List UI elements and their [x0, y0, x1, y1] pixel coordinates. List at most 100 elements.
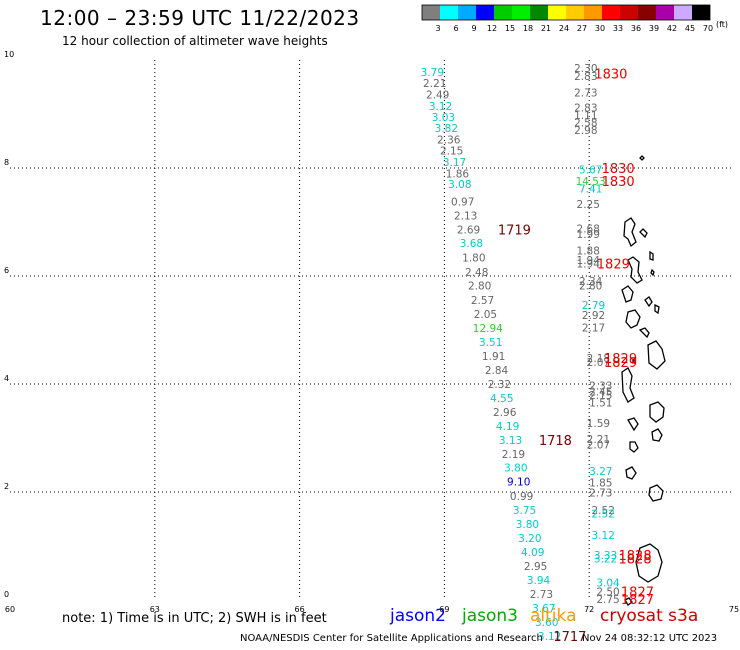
satellite-jason3-label: jason3 — [462, 606, 518, 626]
color-scale-label: 18 — [523, 24, 533, 33]
wave-height-label: 4.19 — [496, 421, 519, 433]
y-tick-label: 2 — [4, 482, 9, 491]
footer-credit: NOAA/NESDIS Center for Satellite Applica… — [240, 633, 543, 644]
wave-height-label: 3.60 — [535, 617, 558, 629]
wave-height-label: 1.86 — [446, 168, 470, 180]
coastline-island — [627, 417, 639, 432]
wave-height-label: 3.17 — [443, 157, 466, 169]
satellite-jason2-label: jason2 — [390, 606, 446, 626]
wave-height-label: 1.94 — [577, 255, 601, 267]
wave-height-label: 2.69 — [457, 225, 480, 237]
wave-height-label: 2.32 — [488, 379, 511, 391]
coastline-island — [649, 250, 654, 261]
wave-height-label: 5.67 — [579, 165, 602, 177]
wave-height-label: 3.33 — [594, 550, 617, 562]
wave-height-label: 2.45 — [589, 387, 612, 399]
wave-height-label: 1.94 — [577, 259, 601, 271]
wave-height-label: 2.19 — [502, 449, 525, 461]
color-scale-label: 12 — [487, 24, 497, 33]
color-scale-swatch — [494, 5, 512, 20]
wave-height-label: 1.88 — [577, 246, 600, 258]
y-tick-label: 10 — [4, 50, 14, 59]
y-tick-label: 6 — [4, 266, 9, 275]
coastline-island — [654, 303, 660, 315]
wave-height-label: 2.84 — [485, 365, 509, 377]
wave-height-label: 2.80 — [579, 281, 602, 293]
x-tick-label: 69 — [439, 605, 449, 614]
wave-height-label: 4.09 — [521, 547, 544, 559]
coastline-island — [644, 296, 653, 308]
color-scale-swatch — [602, 5, 620, 20]
color-scale-swatch — [692, 5, 710, 20]
color-scale-swatch — [584, 5, 602, 20]
wave-height-label: 2.52 — [592, 505, 615, 517]
wave-height-label: 3.12 — [538, 631, 561, 643]
satellite-altika-label: altika — [530, 606, 577, 626]
coastline-island — [651, 428, 663, 442]
y-tick-label: 4 — [4, 374, 9, 383]
coastline-island — [621, 367, 635, 403]
wave-height-label: 1.11 — [574, 110, 597, 122]
time-label: 1719 — [498, 224, 531, 239]
coastline-island — [649, 401, 665, 423]
coastline-island — [632, 359, 636, 364]
wave-height-label: 2.30 — [574, 63, 597, 75]
color-scale-swatch — [638, 5, 656, 20]
wave-height-label: 2.07 — [587, 357, 610, 369]
color-scale-swatch — [674, 5, 692, 20]
wave-height-label: 2.80 — [468, 281, 491, 293]
wave-height-label: 2.68 — [577, 223, 600, 235]
time-label: 1718 — [539, 434, 572, 449]
wave-height-label: 2.98 — [574, 125, 597, 137]
coastline-island — [627, 256, 643, 284]
time-label: 1828 — [619, 549, 652, 564]
color-scale-swatch — [458, 5, 476, 20]
wave-height-label: 3.82 — [435, 123, 458, 135]
color-scale-border — [421, 4, 711, 21]
x-tick-label: 72 — [584, 605, 594, 614]
chart-subtitle: 12 hour collection of altimeter wave hei… — [62, 34, 328, 48]
wave-height-label: 2.15 — [589, 390, 612, 402]
x-tick-label: 75 — [729, 605, 739, 614]
wave-height-label: 3.08 — [448, 179, 471, 191]
time-label: 1827 — [621, 585, 654, 600]
color-scale-label: 15 — [505, 24, 515, 33]
wave-height-label: 2.73 — [574, 87, 597, 99]
wave-height-label: 2.21 — [587, 434, 610, 446]
wave-height-label: 2.58 — [574, 118, 597, 130]
coastline-island — [621, 285, 634, 303]
wave-height-label: 3.20 — [518, 533, 541, 545]
wave-height-label: 2.33 — [589, 381, 612, 393]
wave-height-label: 1.59 — [587, 418, 610, 430]
footer-timestamp: Nov 24 08:32:12 UTC 2023 — [582, 633, 718, 644]
color-scale: 3 6 9 12 15 18 21 24 27 30 33 36 39 42 45 70 — [421, 4, 713, 33]
color-scale-swatch — [656, 5, 674, 20]
wave-height-label: 3.80 — [516, 519, 539, 531]
color-scale-swatch — [440, 5, 458, 20]
wave-height-label: 3.12 — [592, 530, 615, 542]
wave-height-label: 3.27 — [589, 466, 612, 478]
wave-height-label: 2.49 — [426, 90, 449, 102]
coastline-island — [650, 268, 655, 277]
wave-height-label: 2.25 — [577, 199, 600, 211]
time-label: 1827 — [621, 593, 654, 608]
wave-height-label: 1.99 — [577, 229, 600, 241]
wave-height-label: 3.80 — [504, 463, 527, 475]
color-scale-label: 36 — [631, 24, 641, 33]
wave-height-label: 3.67 — [532, 603, 555, 615]
wave-height-label: 4.55 — [490, 393, 513, 405]
wave-height-label: 2.13 — [454, 211, 477, 223]
coastline-island — [639, 155, 645, 161]
wave-height-label: 3.22 — [594, 553, 617, 565]
wave-height-label: 2.34 — [579, 276, 603, 288]
coastline-island — [623, 217, 637, 248]
wave-height-label: 2.95 — [524, 561, 547, 573]
y-tick-label: 0 — [4, 590, 9, 599]
color-scale-label: 45 — [685, 24, 695, 33]
wave-height-label: 2.48 — [465, 267, 488, 279]
wave-height-label: 2.73 — [530, 589, 553, 601]
wave-height-label: 2.50 — [596, 586, 619, 598]
wave-height-label: 1.80 — [462, 253, 485, 265]
color-scale-label: 21 — [541, 24, 551, 33]
